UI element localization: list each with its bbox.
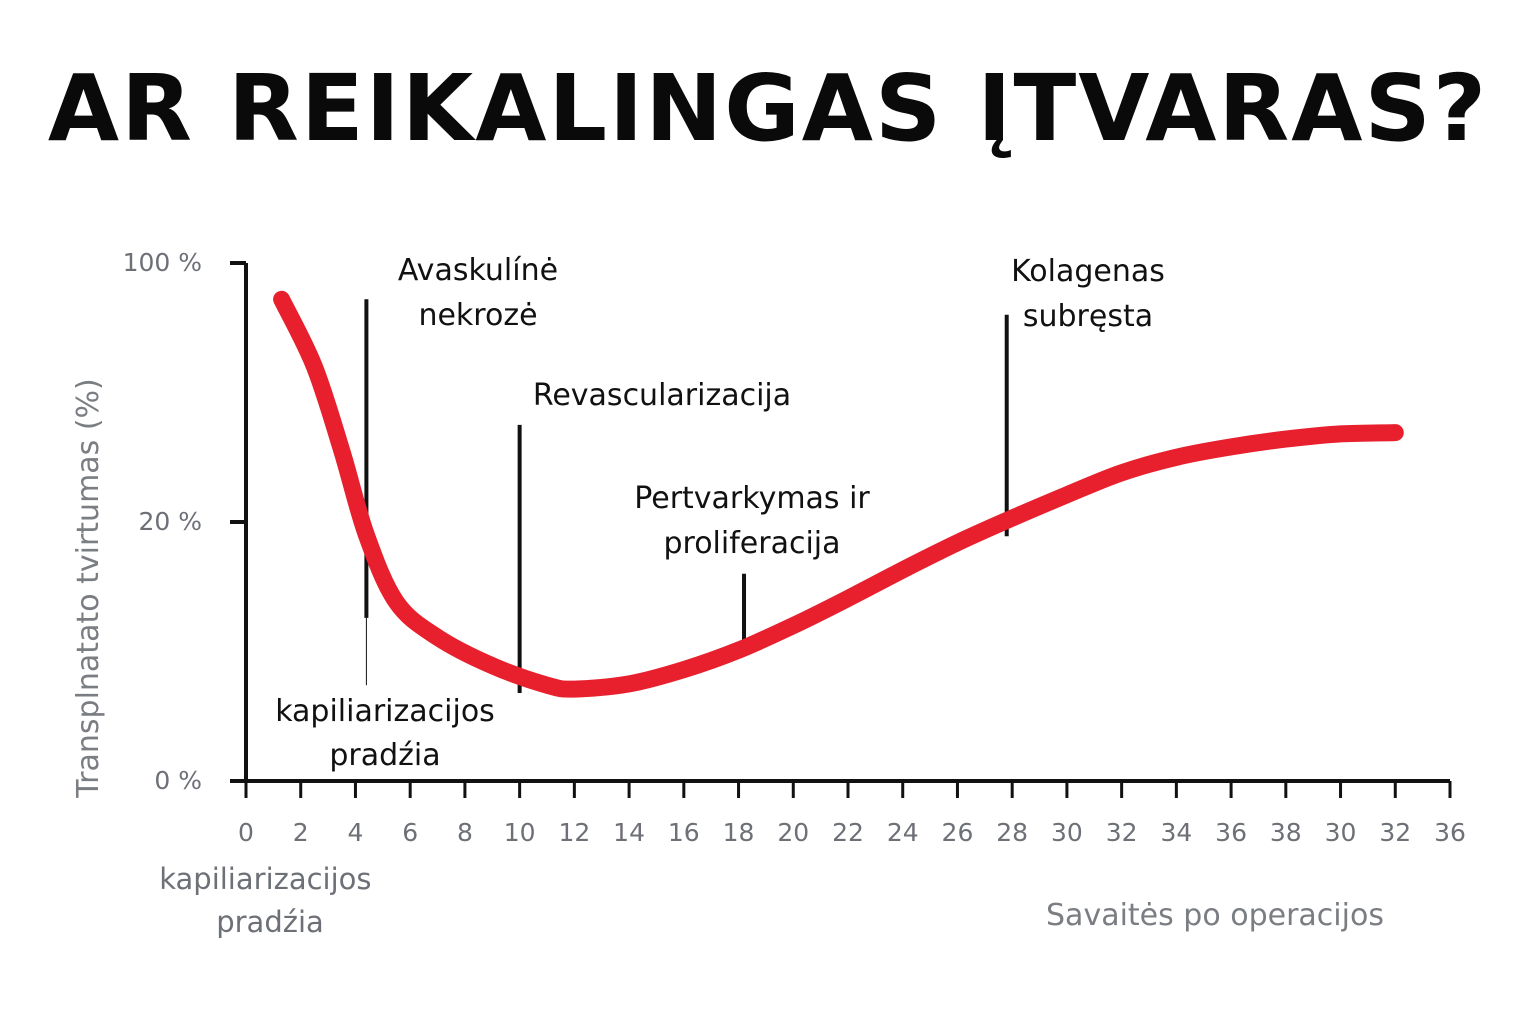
- annotation-label: Pertvarkymas ir proliferacija: [634, 481, 870, 561]
- annotation-label: Avaskulínė nekrozė: [398, 253, 558, 333]
- x-tick-label: 10: [504, 818, 536, 847]
- x-tick-label: 0: [238, 818, 254, 847]
- x-tick-label: 30: [1051, 818, 1083, 847]
- y-axis-label: Transplnatato tvirtumas (%): [71, 378, 106, 799]
- annotation-label: Revascularizacija: [533, 378, 791, 413]
- x-tick-label: 18: [723, 818, 755, 847]
- x-tick-label: 32: [1106, 818, 1138, 847]
- annotation-label-line: Pertvarkymas ir: [634, 481, 870, 516]
- annotation-label-line: Kolagenas: [1011, 254, 1165, 289]
- x-tick-label: 20: [777, 818, 809, 847]
- x-tick-label: 36: [1434, 818, 1466, 847]
- annotations: Avaskulínė nekrozė Revascularizacija Pertva…: [275, 253, 1165, 773]
- y-tick-label: 100 %: [123, 248, 202, 277]
- x-tick-label: 34: [1160, 818, 1192, 847]
- below-axis-label-line-1: kapiliarizacijos: [159, 862, 371, 896]
- x-tick-label: 32: [1379, 818, 1411, 847]
- curve: [273, 290, 1404, 698]
- below-curve-label: kapiliarizacijos pradźia: [275, 694, 495, 773]
- annotation-label-line: Revascularizacija: [533, 378, 791, 413]
- x-tick-label: 6: [402, 818, 418, 847]
- y-ticks: 0 % 20 % 100 %: [123, 248, 246, 795]
- below-curve-label-line: kapiliarizacijos: [275, 694, 495, 729]
- below-axis-label-line-2: pradźia: [216, 905, 324, 939]
- x-axis-label: Savaitės po operacijos: [1046, 898, 1384, 933]
- x-tick-label: 24: [887, 818, 919, 847]
- annotation-label: Kolagenas subręsta: [1011, 254, 1165, 334]
- x-tick-label: 14: [613, 818, 645, 847]
- annotation-label-line: proliferacija: [663, 526, 840, 561]
- x-tick-label: 2: [293, 818, 309, 847]
- x-tick-label: 8: [457, 818, 473, 847]
- annotation-markers: [364, 299, 1009, 693]
- y-tick-label: 0 %: [154, 766, 202, 795]
- x-tick-label: 16: [668, 818, 700, 847]
- annotation-label-line: Avaskulínė: [398, 253, 558, 288]
- x-tick-label: 30: [1325, 818, 1357, 847]
- x-tick-label: 26: [942, 818, 974, 847]
- chart-title: AR REIKALINGAS ĮTVARAS?: [47, 55, 1489, 162]
- annotation-label-line: subręsta: [1023, 299, 1153, 334]
- below-curve-label-line: pradźia: [329, 738, 440, 773]
- x-tick-label: 22: [832, 818, 864, 847]
- x-tick-label: 4: [348, 818, 364, 847]
- x-ticks: 0 2 4 6 8 10 12 14 16 18 20 22 24 26 28 30 32 34 36 38 30 32 3…: [238, 781, 1466, 847]
- x-tick-label: 38: [1270, 818, 1302, 847]
- y-tick-label: 20 %: [138, 507, 202, 536]
- x-tick-label: 36: [1215, 818, 1247, 847]
- series-line: [273, 290, 1404, 698]
- below-axis-label: kapiliarizacijos pradźia: [159, 862, 381, 939]
- annotation-label-line: nekrozė: [418, 298, 537, 333]
- x-tick-label: 12: [558, 818, 590, 847]
- x-tick-label: 28: [996, 818, 1028, 847]
